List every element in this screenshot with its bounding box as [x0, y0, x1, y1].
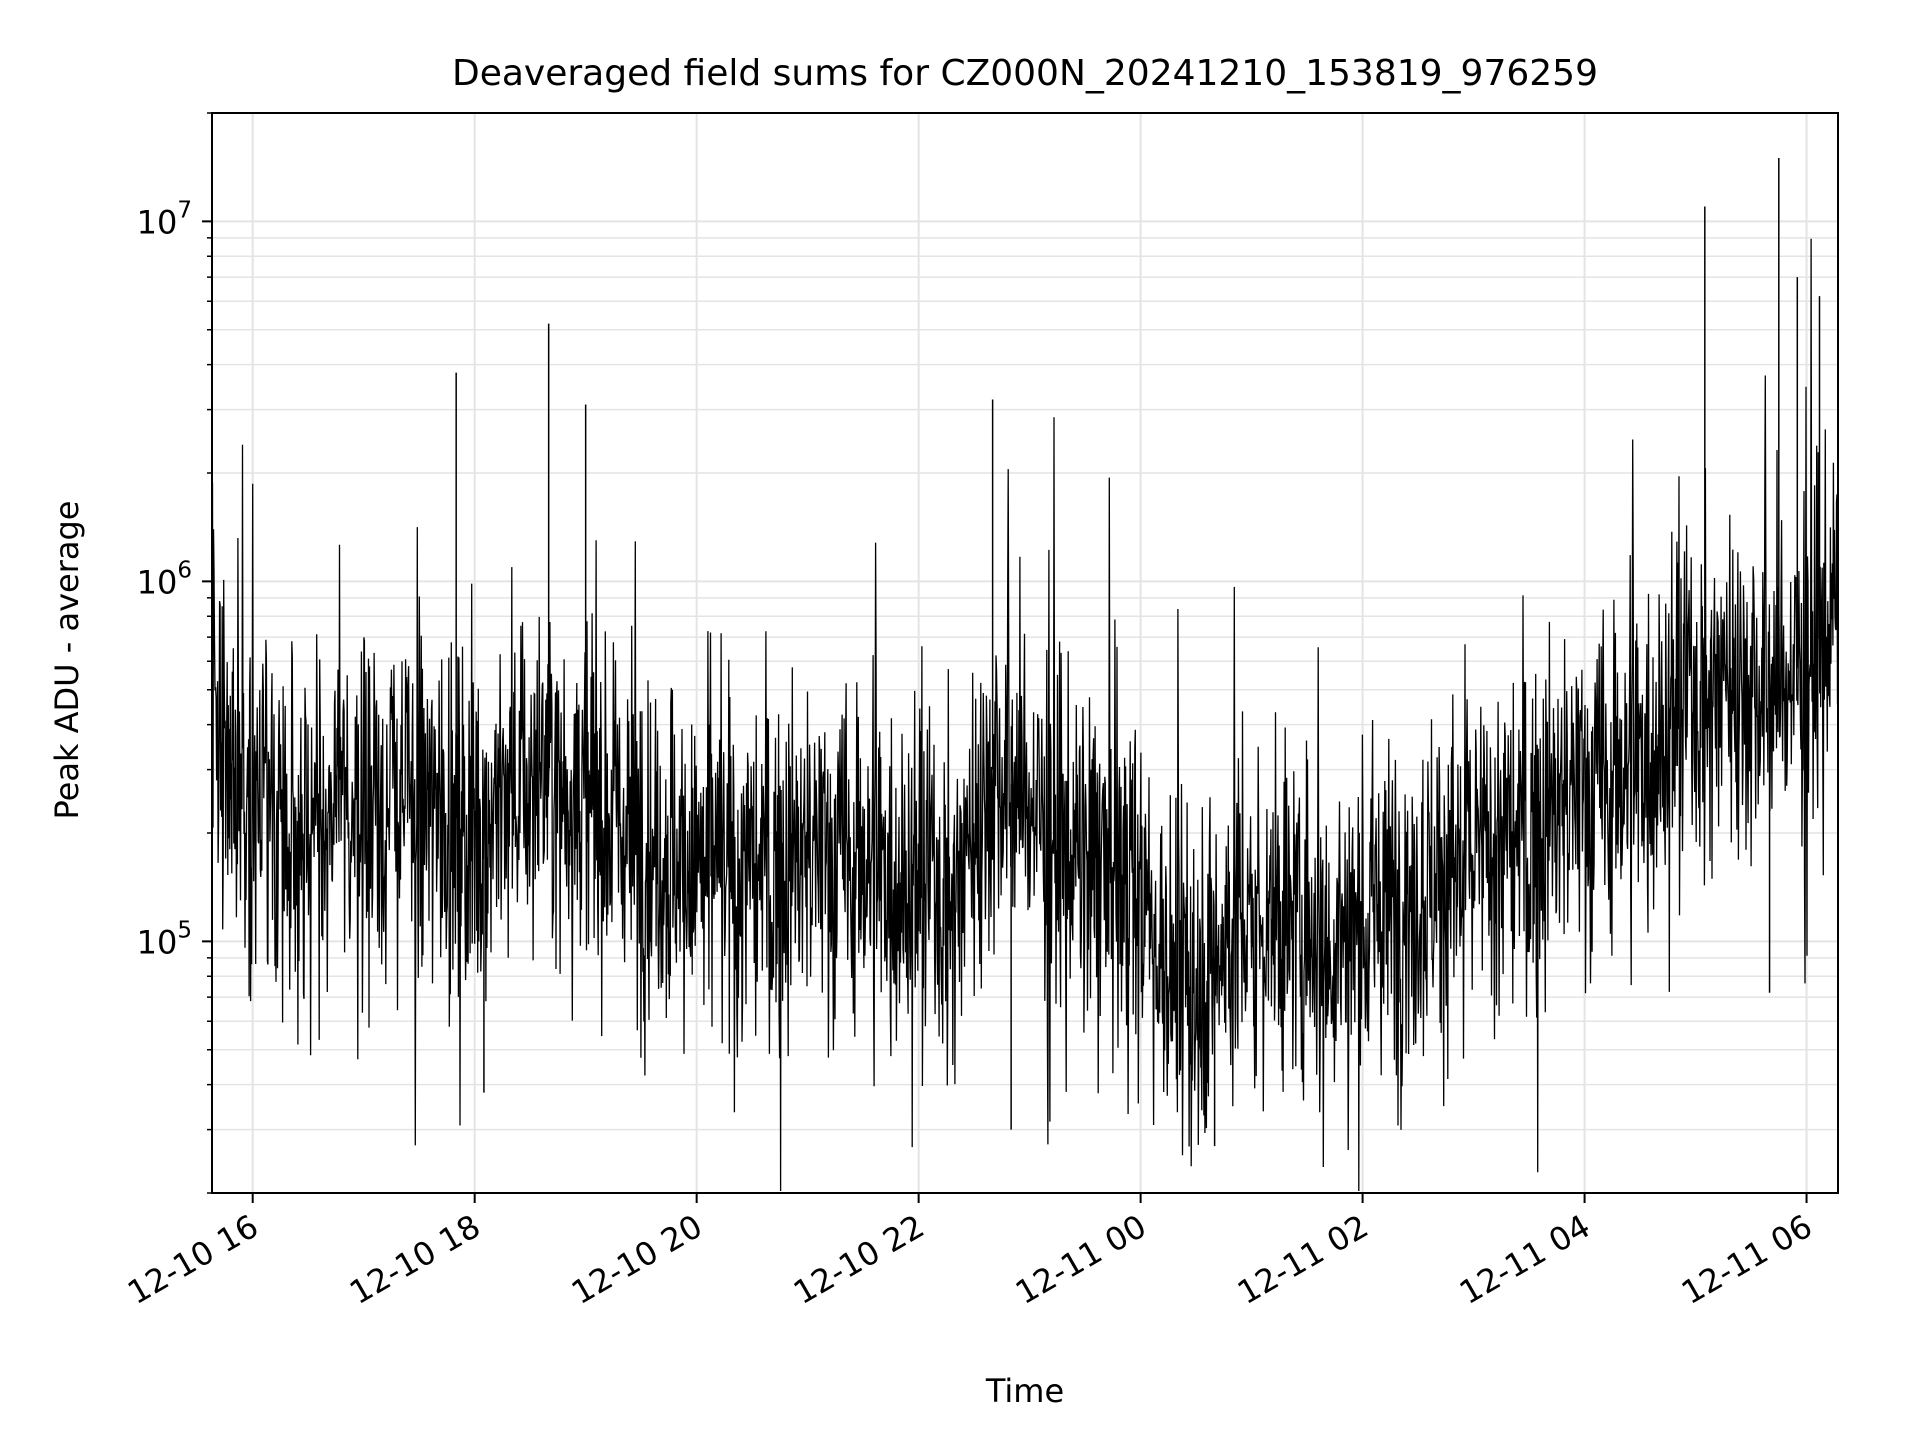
- plot-frame: [211, 112, 1839, 1194]
- x-tick-label: 12-11 06: [1675, 1207, 1819, 1312]
- y-tick-label: 105: [137, 917, 192, 961]
- x-axis-label: Time: [985, 1372, 1064, 1410]
- x-tick-label: 12-10 22: [787, 1207, 931, 1312]
- chart-title: Deaveraged field sums for CZ000N_2024121…: [452, 53, 1598, 94]
- x-tick-label: 12-11 04: [1453, 1207, 1597, 1312]
- x-tick-label: 12-10 18: [343, 1207, 487, 1312]
- y-tick-label: 107: [137, 197, 192, 241]
- y-axis: 105 106 107: [137, 112, 212, 1194]
- x-tick-label: 12-11 02: [1231, 1207, 1375, 1312]
- x-tick-label: 12-10 16: [121, 1207, 265, 1312]
- x-tick-label: 12-11 00: [1009, 1207, 1153, 1312]
- series-line: [211, 157, 1839, 1192]
- x-axis: 12-10 16 12-10 18 12-10 20 12-10 22 12-11 00…: [121, 1193, 1819, 1312]
- series-trace: [211, 238, 1839, 1192]
- y-axis-label: Peak ADU - average: [48, 501, 86, 820]
- y-tick-label: 106: [137, 557, 192, 601]
- x-tick-label: 12-10 20: [565, 1207, 709, 1312]
